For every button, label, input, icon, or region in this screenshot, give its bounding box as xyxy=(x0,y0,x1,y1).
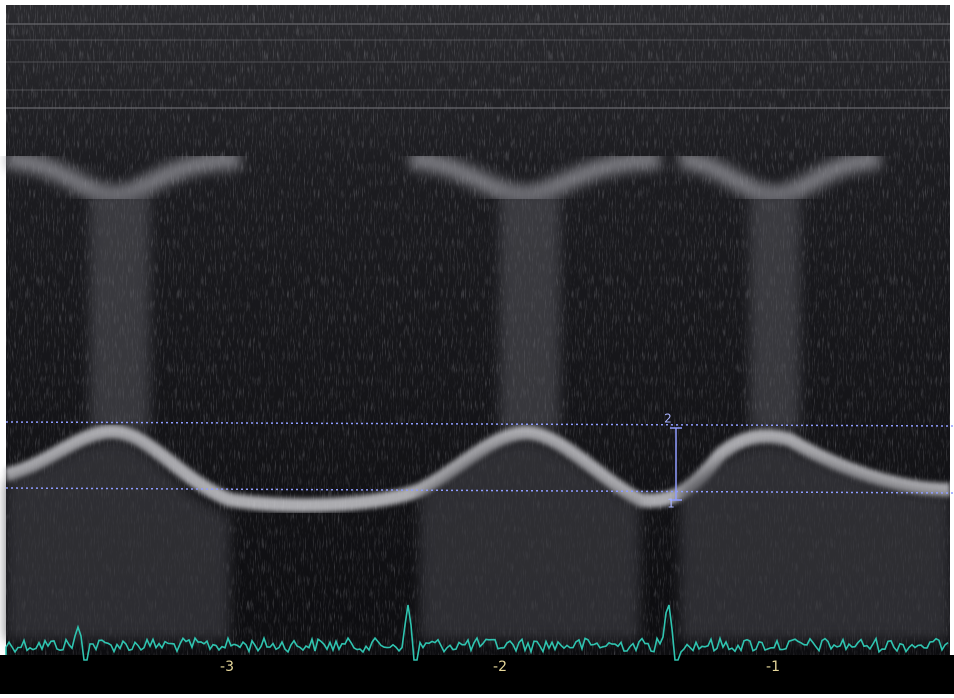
page: 2 1 -3 -2 -1 (() => { const data = JSON.… xyxy=(0,0,954,694)
time-label: -1 xyxy=(766,659,780,675)
time-label: -2 xyxy=(493,659,507,675)
caliper-label: 1 xyxy=(667,497,675,511)
time-label: -3 xyxy=(220,659,234,675)
axis-strip xyxy=(0,655,954,694)
caliper-label: 2 xyxy=(664,412,672,426)
lower-tissue xyxy=(6,440,950,640)
border xyxy=(950,0,954,655)
m-mode-view: 2 1 -3 -2 -1 xyxy=(0,0,954,694)
